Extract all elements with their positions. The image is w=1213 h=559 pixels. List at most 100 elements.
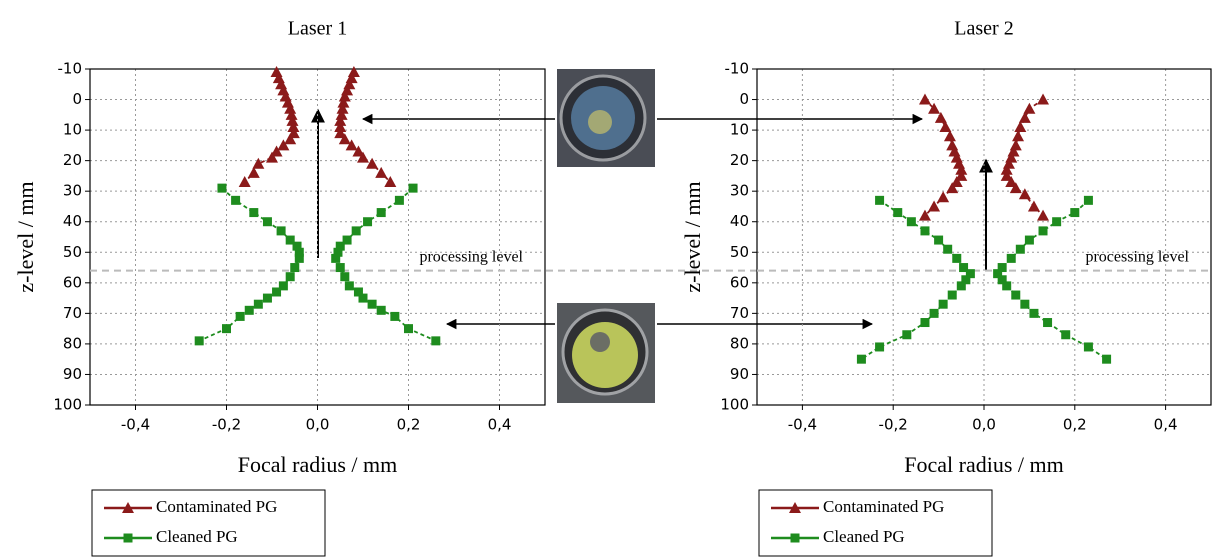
x-tick-label: 0,4 [488, 416, 512, 434]
y-tick-label: 60 [730, 273, 749, 291]
marker [338, 90, 351, 102]
marker [390, 311, 400, 321]
marker [946, 182, 959, 194]
marker [856, 354, 866, 364]
marker [997, 275, 1007, 285]
y-tick-label: 100 [720, 396, 749, 414]
series-line [198, 187, 301, 342]
marker [906, 217, 916, 227]
y-tick-label: 0 [739, 90, 749, 108]
marker [262, 293, 272, 303]
marker [335, 263, 345, 273]
marker [955, 163, 968, 175]
marker [352, 145, 365, 157]
marker [344, 281, 354, 291]
x-tick-label: 0,2 [397, 416, 421, 434]
marker [1083, 195, 1093, 205]
marker [286, 114, 299, 126]
marker [262, 217, 272, 227]
marker [294, 253, 304, 263]
marker [1015, 244, 1025, 254]
marker [1038, 226, 1048, 236]
y-tick-label: 50 [730, 243, 749, 261]
marker [1043, 318, 1053, 328]
marker [1018, 111, 1031, 123]
marker [1102, 354, 1112, 364]
marker [357, 151, 369, 163]
legend-box [91, 489, 326, 557]
marker [285, 235, 295, 245]
y-tick-label: -10 [58, 60, 83, 78]
marker [376, 305, 386, 315]
chart-title: Laser 2 [954, 18, 1013, 40]
marker [287, 121, 300, 133]
y-tick-label: 10 [730, 121, 749, 139]
marker [238, 176, 251, 188]
marker [934, 235, 944, 245]
x-axis-label: Focal radius / mm [238, 452, 397, 477]
marker [1011, 290, 1021, 300]
marker [375, 166, 388, 178]
marker [123, 533, 133, 543]
x-tick-label: 0,0 [306, 416, 330, 434]
marker [937, 191, 950, 203]
marker [943, 130, 956, 142]
marker [122, 502, 134, 513]
marker [1009, 182, 1022, 194]
marker [335, 108, 348, 120]
marker [217, 183, 227, 193]
plot-frame [756, 68, 1212, 406]
y-tick-label: 10 [63, 121, 82, 139]
marker [367, 299, 377, 309]
marker [1000, 163, 1013, 175]
marker [408, 183, 418, 193]
marker [934, 111, 947, 123]
x-tick-label: 0,4 [1154, 416, 1178, 434]
marker [404, 324, 413, 334]
marker [252, 157, 265, 169]
marker [284, 133, 297, 145]
y-tick-label: 70 [730, 304, 749, 322]
marker [431, 336, 441, 346]
marker [194, 336, 204, 346]
marker [959, 263, 969, 273]
marker [334, 127, 347, 139]
marker [965, 269, 975, 279]
marker [337, 96, 350, 108]
marker [1012, 130, 1025, 142]
y-axis-label: z-level / mm [13, 181, 38, 292]
y-tick-label: -10 [725, 60, 750, 78]
photo-contaminated [557, 69, 655, 167]
annotation: processing level [419, 248, 523, 265]
y-tick-label: 90 [63, 365, 82, 383]
marker [1002, 281, 1012, 291]
marker [342, 235, 352, 245]
photo-cleaned [557, 303, 655, 403]
y-tick-label: 90 [730, 365, 749, 383]
y-tick-label: 20 [730, 151, 749, 169]
marker [875, 195, 885, 205]
marker [1083, 342, 1093, 352]
marker [1014, 121, 1027, 133]
marker [253, 299, 263, 309]
marker [363, 217, 373, 227]
marker [929, 308, 939, 318]
marker [1024, 235, 1034, 245]
marker [928, 200, 941, 212]
marker [353, 287, 363, 297]
marker [249, 208, 259, 218]
marker [1070, 208, 1080, 218]
x-tick-label: 0,2 [1063, 416, 1087, 434]
marker [334, 114, 347, 126]
marker [231, 195, 241, 205]
marker [790, 533, 800, 543]
y-tick-label: 30 [63, 182, 82, 200]
y-axis-label: z-level / mm [680, 181, 705, 292]
y-tick-label: 50 [63, 243, 82, 261]
marker [338, 133, 351, 145]
marker [347, 66, 360, 78]
marker [893, 208, 903, 218]
series-line [860, 199, 972, 360]
marker [270, 145, 283, 157]
marker [918, 209, 931, 221]
